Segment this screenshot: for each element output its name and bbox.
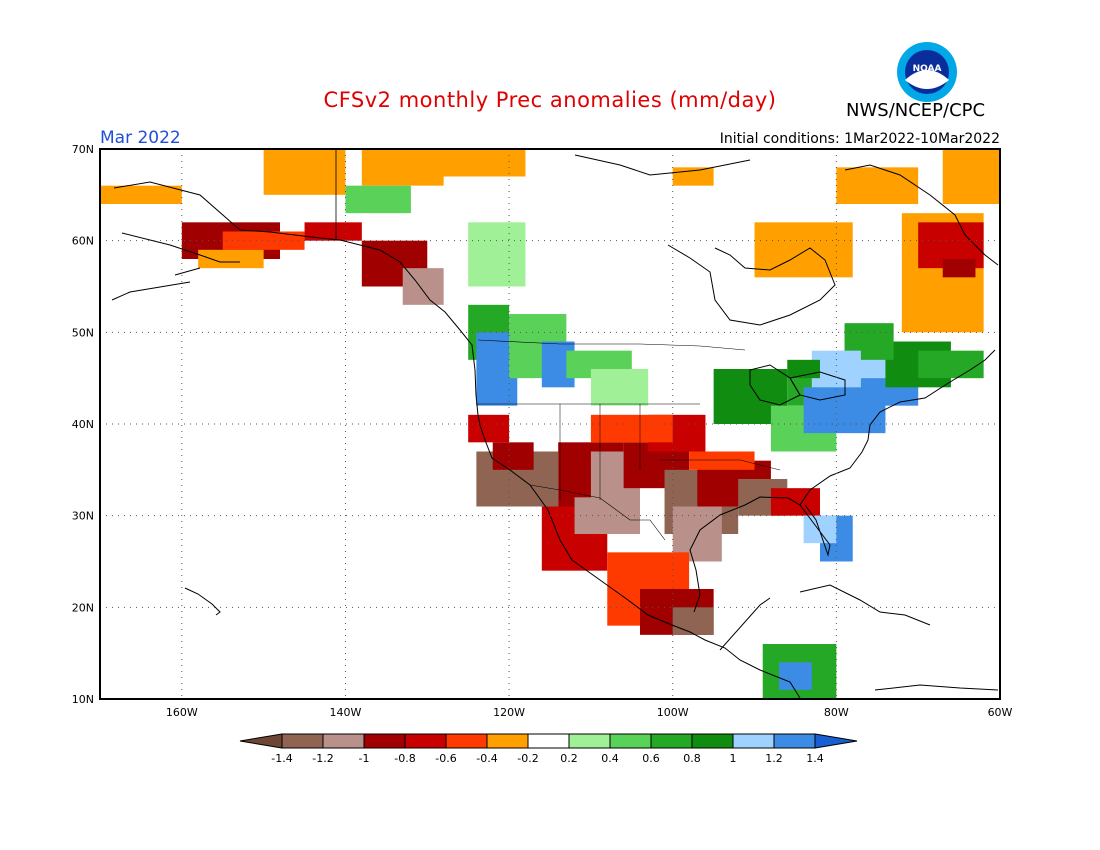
- anomaly-cell: [689, 451, 755, 470]
- colorbar-label: 1.2: [765, 752, 783, 765]
- colorbar-label: 0.4: [601, 752, 619, 765]
- map-panel: 70N 60N 50N 40N 30N 20N 10N 160W 140W 120W 100W 80W…: [72, 143, 1013, 719]
- colorbar-label: -1.2: [312, 752, 333, 765]
- anomaly-cell: [222, 231, 305, 250]
- anomaly-cell: [468, 222, 526, 287]
- anomaly-cell: [942, 149, 1000, 204]
- lat-tick-label: 10N: [72, 693, 94, 706]
- colorbar: -1.4 -1.2 -1 -0.8 -0.6 -0.4 -0.2 0.2 0.4 0.6 0.8 1 1…: [239, 733, 858, 765]
- anomaly-cell: [590, 414, 673, 443]
- colorbar-swatch: [281, 733, 324, 749]
- anomaly-cell: [942, 259, 976, 278]
- colorbar-label: 1: [730, 752, 737, 765]
- anomaly-cell: [468, 414, 510, 443]
- anomaly-cell: [590, 369, 649, 406]
- initial-conditions: Initial conditions: 1Mar2022-10Mar2022: [719, 131, 1000, 147]
- colorbar-label: -1.4: [271, 752, 292, 765]
- anomaly-field: [100, 149, 1000, 699]
- noaa-logo-text: NOAA: [913, 64, 942, 74]
- anomaly-cell: [672, 607, 714, 635]
- forecast-month: Mar 2022: [100, 128, 181, 148]
- colorbar-label: 0.6: [642, 752, 660, 765]
- colorbar-swatch: [363, 733, 406, 749]
- anomaly-cell: [574, 497, 624, 534]
- anomaly-cell: [304, 222, 362, 241]
- lat-tick-label: 20N: [72, 601, 94, 614]
- colorbar-swatch: [486, 733, 529, 749]
- colorbar-label: -0.8: [394, 752, 415, 765]
- anomaly-cell: [754, 222, 853, 278]
- colorbar-swatch: [527, 733, 570, 749]
- colorbar-swatch: [322, 733, 365, 749]
- colorbar-label: 1.4: [806, 752, 824, 765]
- anomaly-cell: [198, 249, 264, 269]
- anomaly-cell: [779, 662, 812, 690]
- map-frame: [99, 148, 1001, 700]
- lon-tick-label: 160W: [166, 706, 198, 719]
- anomaly-cell: [803, 515, 837, 544]
- noaa-logo: NOAA: [897, 42, 957, 102]
- noaa-logo-bird: [905, 70, 949, 89]
- agency-label: NWS/NCEP/CPC: [846, 100, 986, 121]
- colorbar-swatch: [650, 733, 693, 749]
- lat-tick-label: 60N: [72, 235, 94, 248]
- lon-tick-label: 80W: [824, 706, 849, 719]
- colorbar-label: -0.4: [476, 752, 497, 765]
- colorbar-label: -0.6: [435, 752, 456, 765]
- anomaly-cell: [402, 268, 444, 305]
- colorbar-arrow-right: [814, 733, 858, 749]
- lon-tick-label: 120W: [493, 706, 525, 719]
- anomaly-cell: [100, 185, 182, 204]
- map-title: CFSv2 monthly Prec anomalies (mm/day): [323, 88, 777, 112]
- coastlines: [111, 149, 999, 699]
- colorbar-swatch: [773, 733, 816, 749]
- colorbar-swatch: [691, 733, 734, 749]
- anomaly-cell: [492, 442, 534, 470]
- anomaly-cell: [672, 167, 714, 186]
- colorbar-swatch: [445, 733, 488, 749]
- anomaly-cell: [836, 167, 919, 204]
- anomaly-cell: [427, 149, 526, 177]
- lat-tick-label: 30N: [72, 510, 94, 523]
- colorbar-label: -1: [359, 752, 370, 765]
- colorbar-swatch: [609, 733, 652, 749]
- anomaly-cell: [263, 149, 346, 195]
- colorbar-swatch: [404, 733, 447, 749]
- lat-tick-label: 40N: [72, 418, 94, 431]
- lat-tick-label: 50N: [72, 326, 94, 339]
- colorbar-arrow-left: [239, 733, 283, 749]
- anomaly-cell: [345, 185, 411, 214]
- lon-tick-label: 100W: [657, 706, 689, 719]
- lon-tick-label: 60W: [988, 706, 1013, 719]
- colorbar-swatch: [568, 733, 611, 749]
- colorbar-swatch: [732, 733, 775, 749]
- colorbar-label: 0.2: [560, 752, 578, 765]
- colorbar-label: -0.2: [517, 752, 538, 765]
- axis-ticks: 70N 60N 50N 40N 30N 20N 10N 160W 140W 120W 100W 80W…: [72, 143, 1013, 719]
- graticule: [100, 149, 1000, 699]
- colorbar-label: 0.8: [683, 752, 701, 765]
- anomaly-cell: [918, 350, 984, 379]
- lon-tick-label: 140W: [330, 706, 362, 719]
- lat-tick-label: 70N: [72, 143, 94, 156]
